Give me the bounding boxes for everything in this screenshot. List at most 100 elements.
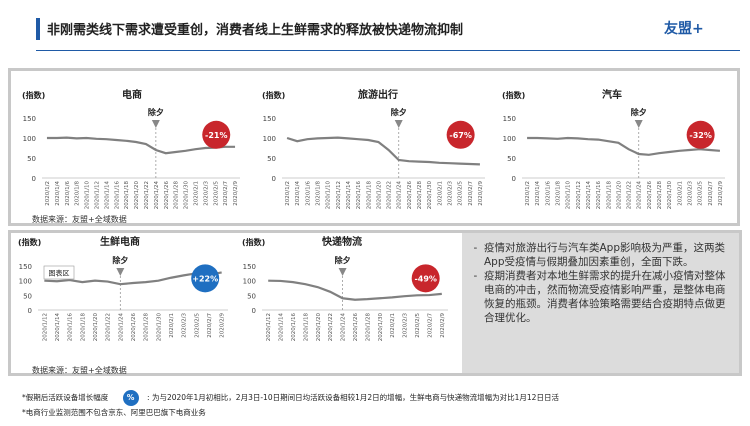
x-tick-label: 2020/2/9	[478, 181, 484, 206]
x-tick-label: 2020/1/10	[85, 181, 91, 210]
x-tick-label: 2020/2/7	[427, 313, 433, 338]
x-tick-label: 2020/1/2	[525, 181, 531, 206]
x-tick-label: 2020/1/20	[316, 313, 322, 342]
y-tick-label: 0	[272, 175, 276, 183]
x-tick-label: 2020/1/30	[667, 181, 673, 210]
x-tick-label: 2020/1/12	[42, 313, 48, 341]
y-tick-label: 150	[19, 263, 32, 271]
footnote: *电商行业监测范围不包含京东、阿里巴巴旗下电商业务	[22, 408, 206, 417]
annotation: 除夕	[335, 255, 351, 265]
badge	[686, 120, 715, 149]
x-tick-label: 2020/1/18	[366, 181, 372, 210]
annotation-marker	[394, 120, 403, 128]
y-tick-label: 150	[503, 115, 516, 123]
chart-title: 电商	[122, 88, 142, 101]
badge-text: -21%	[205, 131, 227, 140]
x-tick-label: 2020/1/2	[45, 181, 51, 206]
x-tick-label: 2020/1/20	[93, 313, 99, 342]
x-tick-label: 2020/2/3	[403, 313, 409, 338]
top-panel	[8, 68, 740, 226]
x-tick-label: 2020/2/9	[718, 181, 724, 206]
x-tick-label: 2020/1/26	[164, 181, 170, 210]
x-tick-label: 2020/1/22	[328, 313, 334, 341]
x-tick-label: 2020/1/30	[427, 181, 433, 210]
x-tick-label: 2020/1/18	[80, 313, 86, 342]
annotation-marker	[151, 120, 160, 128]
x-tick-label: 2020/1/26	[353, 313, 359, 342]
y-tick-label: 100	[23, 135, 36, 143]
y-axis-label: (指数)	[22, 90, 45, 100]
x-tick-label: 2020/1/26	[647, 181, 653, 210]
x-tick-label: 2020/2/1	[437, 181, 443, 206]
x-tick-label: 2020/2/5	[213, 181, 219, 206]
x-tick-label: 2020/1/26	[407, 181, 413, 210]
x-tick-label: 2020/1/12	[336, 181, 342, 209]
y-axis-label: (指数)	[18, 237, 41, 247]
chart-title: 快递物流	[321, 235, 362, 248]
chart-title: 汽车	[602, 88, 622, 101]
logo: 友盟+	[664, 21, 704, 37]
badge-text: -49%	[414, 274, 436, 283]
y-axis-label: (指数)	[242, 237, 265, 247]
y-tick-label: 50	[267, 155, 276, 163]
annotation: 除夕	[148, 107, 164, 117]
x-tick-label: 2020/1/16	[596, 181, 602, 210]
x-tick-label: 2020/1/26	[131, 313, 137, 342]
source: 数据来源：友盟+全域数据	[32, 366, 127, 375]
y-tick-label: 50	[27, 155, 36, 163]
note: 疫情对旅游出行与汽车类App影响极为严重，这两类App受疫情与假期叠加因素重创，…	[484, 241, 731, 269]
x-tick-label: 2020/1/4	[295, 181, 301, 206]
x-tick-label: 2020/2/3	[182, 313, 188, 338]
x-tick-label: 2020/2/1	[677, 181, 683, 206]
x-tick-label: 2020/1/30	[184, 181, 190, 210]
footnote: *假期后活跃设备增长幅度 % : 为与2020年1月初相比，2月3日-10日期间…	[22, 390, 559, 406]
data-line	[46, 136, 236, 155]
x-tick-label: 2020/1/16	[114, 181, 120, 210]
x-tick-label: 2020/1/16	[68, 313, 74, 342]
annotation-marker	[634, 120, 643, 128]
y-tick-label: 50	[23, 292, 32, 300]
badge-text: +22%	[192, 274, 218, 283]
y-tick-label: 150	[263, 115, 276, 123]
x-tick-label: 2020/2/1	[390, 313, 396, 338]
x-tick-label: 2020/1/18	[303, 313, 309, 342]
data-line	[268, 279, 442, 301]
y-tick-label: 0	[32, 175, 36, 183]
y-tick-label: 100	[503, 135, 516, 143]
x-tick-label: 2020/1/22	[106, 313, 112, 341]
tooltip: 图表区	[49, 269, 70, 278]
x-tick-label: 2020/1/10	[566, 181, 572, 210]
x-tick-label: 2020/2/5	[415, 313, 421, 338]
y-tick-label: 150	[243, 263, 256, 271]
annotation: 除夕	[631, 107, 647, 117]
x-tick-label: 2020/2/3	[687, 181, 693, 206]
x-tick-label: 2020/2/5	[698, 181, 704, 206]
x-tick-label: 2020/1/12	[266, 313, 272, 341]
y-tick-label: 50	[247, 292, 256, 300]
x-tick-label: 2020/1/28	[657, 181, 663, 210]
source: 数据来源：友盟+全域数据	[32, 215, 127, 224]
x-tick-label: 2020/1/8	[75, 181, 81, 206]
x-tick-label: 2020/1/28	[174, 181, 180, 210]
x-tick-label: 2020/1/30	[378, 313, 384, 342]
footnote-badge: %	[122, 390, 139, 406]
x-tick-label: 2020/1/6	[545, 181, 551, 206]
y-tick-label: 100	[263, 135, 276, 143]
x-tick-label: 2020/2/7	[708, 181, 714, 206]
x-tick-label: 2020/2/7	[207, 313, 213, 338]
x-tick-label: 2020/1/28	[144, 313, 150, 342]
footnote-label: *假期后活跃设备增长幅度	[22, 393, 109, 402]
x-tick-label: 2020/2/9	[220, 313, 226, 338]
y-axis-label: (指数)	[262, 90, 285, 100]
x-tick-label: 2020/1/10	[326, 181, 332, 210]
x-tick-label: 2020/1/4	[535, 181, 541, 206]
x-tick-label: 2020/2/5	[194, 313, 200, 338]
y-tick-label: 0	[28, 307, 32, 315]
x-tick-label: 2020/1/24	[118, 313, 124, 342]
badge-text: -32%	[689, 131, 711, 140]
data-line	[286, 136, 480, 166]
annotation-marker	[338, 268, 347, 276]
x-tick-label: 2020/1/28	[417, 181, 423, 210]
x-tick-label: 2020/1/22	[387, 181, 393, 209]
